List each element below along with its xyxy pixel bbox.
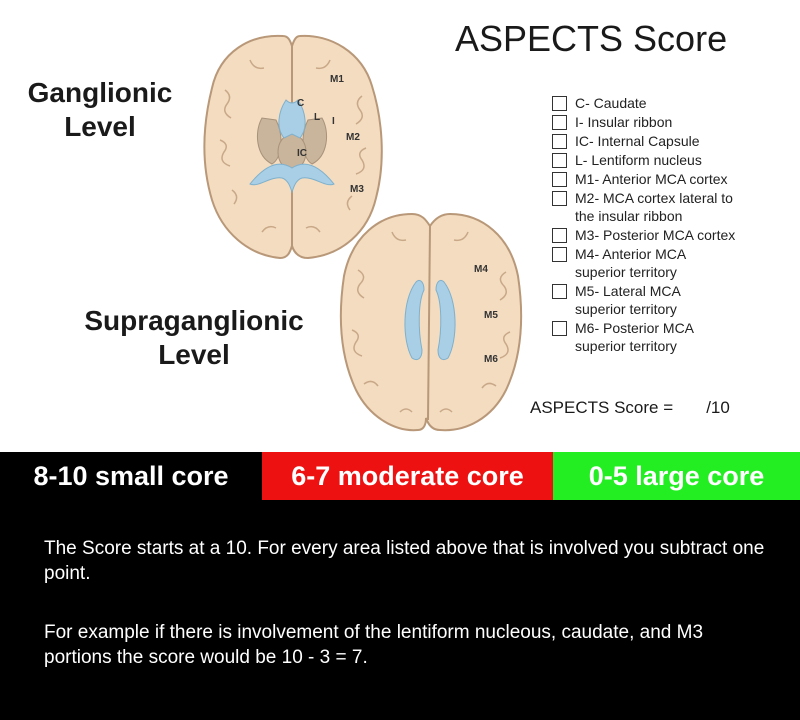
aspects-score-line: ASPECTS Score = /10 <box>530 398 730 417</box>
aspects-checklist: C- Caudate I- Insular ribbon IC- Interna… <box>552 94 797 356</box>
label-ic: IC <box>297 148 307 159</box>
checkbox[interactable] <box>552 247 567 262</box>
supraganglionic-brain: M4 M5 M6 <box>339 212 523 432</box>
example-paragraph: For example if there is involvement of t… <box>44 622 704 668</box>
label-i: I <box>332 116 335 127</box>
label-m5: M5 <box>484 310 498 321</box>
checklist-label: M5- Lateral MCA superior territory <box>575 283 681 317</box>
label-l: L <box>314 112 320 123</box>
checkbox[interactable] <box>552 153 567 168</box>
checklist-label: IC- Internal Capsule <box>575 133 700 149</box>
checklist-item-internal-capsule[interactable]: IC- Internal Capsule <box>552 132 797 150</box>
checkbox[interactable] <box>552 115 567 130</box>
explanation-panel: 8-10 small core 6-7 moderate core 0-5 la… <box>0 452 800 720</box>
small-core-band: 8-10 small core <box>0 452 262 500</box>
checklist-item-m6[interactable]: M6- Posterior MCA superior territory <box>552 319 797 355</box>
label-m1: M1 <box>330 74 344 85</box>
checkbox[interactable] <box>552 284 567 299</box>
checkbox[interactable] <box>552 134 567 149</box>
checklist-label: M6- Posterior MCA superior territory <box>575 320 695 354</box>
ganglionic-brain: M1 C L I M2 IC M3 <box>203 34 383 260</box>
checklist-label: M2- MCA cortex lateral to the insular ri… <box>575 190 733 224</box>
checklist-item-m2[interactable]: M2- MCA cortex lateral to the insular ri… <box>552 189 797 225</box>
label-m3: M3 <box>350 184 364 195</box>
checklist-item-m5[interactable]: M5- Lateral MCA superior territory <box>552 282 797 318</box>
checklist-label: L- Lentiform nucleus <box>575 152 702 168</box>
checkbox[interactable] <box>552 321 567 336</box>
diagram-panel: M1 C L I M2 IC M3 M4 M5 M6 Ganglionic Le… <box>27 18 797 432</box>
checklist-item-insular-ribbon[interactable]: I- Insular ribbon <box>552 113 797 131</box>
label-m6: M6 <box>484 354 498 365</box>
page-title: ASPECTS Score <box>455 18 728 59</box>
label-m2: M2 <box>346 132 360 143</box>
explanation-paragraph: The Score starts at a 10. For every area… <box>44 538 765 584</box>
checklist-item-m4[interactable]: M4- Anterior MCA superior territory <box>552 245 797 281</box>
ganglionic-level-label: Ganglionic Level <box>27 77 173 142</box>
checkbox[interactable] <box>552 172 567 187</box>
checklist-item-lentiform-nucleus[interactable]: L- Lentiform nucleus <box>552 151 797 169</box>
large-core-band: 0-5 large core <box>553 452 800 500</box>
checklist-label: M1- Anterior MCA cortex <box>575 171 728 187</box>
moderate-core-band: 6-7 moderate core <box>262 452 553 500</box>
checkbox[interactable] <box>552 191 567 206</box>
brain-illustrations: M1 C L I M2 IC M3 M4 M5 M6 <box>203 34 523 432</box>
checklist-label: M3- Posterior MCA cortex <box>575 227 736 243</box>
checklist-label: M4- Anterior MCA superior territory <box>575 246 687 280</box>
label-c: C <box>297 98 304 109</box>
checkbox[interactable] <box>552 96 567 111</box>
checklist-item-m1[interactable]: M1- Anterior MCA cortex <box>552 170 797 188</box>
checkbox[interactable] <box>552 228 567 243</box>
checklist-item-caudate[interactable]: C- Caudate <box>552 94 797 112</box>
checklist-item-m3[interactable]: M3- Posterior MCA cortex <box>552 226 797 244</box>
label-m4: M4 <box>474 264 488 275</box>
checklist-label: C- Caudate <box>575 95 647 111</box>
checklist-label: I- Insular ribbon <box>575 114 673 130</box>
supraganglionic-level-label: Supraganglionic Level <box>84 305 304 370</box>
